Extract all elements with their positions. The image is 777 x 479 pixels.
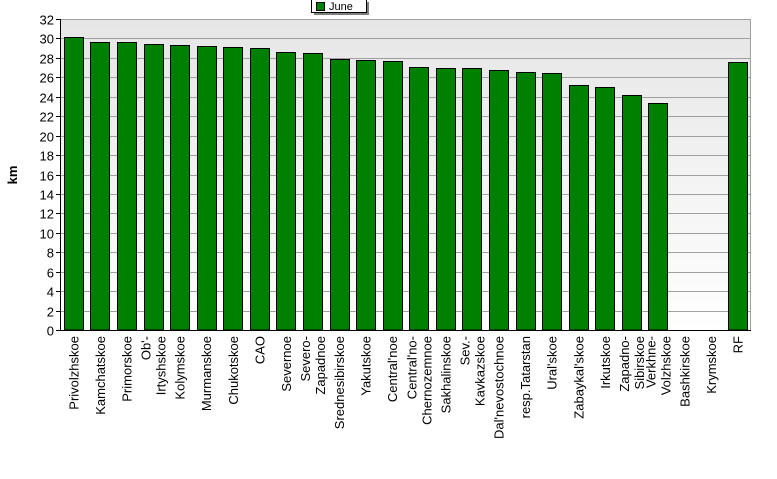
x-tick-label: Kavkazskoe bbox=[472, 336, 487, 406]
x-tick-label: Srednesibirskoe bbox=[332, 336, 347, 429]
bar-central-no-chernozemnoe bbox=[409, 67, 429, 331]
bar-srednesibirskoe bbox=[330, 59, 350, 331]
bar-severnoe bbox=[276, 52, 296, 331]
x-tick-label: Krymskoe bbox=[704, 336, 719, 394]
y-tick-label: 32 bbox=[40, 13, 54, 28]
x-tick-label: Ural'skoe bbox=[545, 336, 560, 390]
x-tick-label: Central'noe bbox=[385, 336, 400, 402]
x-tick-label: Sibirskoe bbox=[632, 336, 647, 389]
x-tick-label: Irtyshskoe bbox=[154, 336, 169, 395]
x-tick-label: Primorskoe bbox=[119, 336, 134, 402]
x-tick-label: Murmanskoe bbox=[199, 336, 214, 411]
x-tick-label: Kamchatskoe bbox=[93, 336, 108, 415]
y-axis-label: km bbox=[5, 166, 20, 185]
y-tick-label: 26 bbox=[40, 71, 54, 86]
bar-cao bbox=[250, 48, 270, 331]
y-tick-label: 20 bbox=[40, 130, 54, 145]
x-tick-label: Chernozemnoe bbox=[419, 336, 434, 425]
bar-central-noe bbox=[383, 61, 403, 331]
x-tick-label: Sakhalinskoe bbox=[438, 336, 453, 413]
bar-severo-zapadnoe bbox=[303, 53, 323, 331]
axes bbox=[60, 19, 751, 331]
bar-kolymskoe bbox=[170, 45, 190, 331]
x-tick-label: Zapadno- bbox=[617, 336, 632, 392]
x-tick-label: Severnoe bbox=[279, 336, 294, 392]
legend-swatch bbox=[316, 2, 325, 11]
x-tick-label: Ob'- bbox=[139, 336, 154, 360]
y-tick-label: 0 bbox=[47, 324, 54, 339]
y-tick-label: 6 bbox=[47, 266, 54, 281]
x-tick-label: Severo- bbox=[298, 336, 313, 382]
bar-privolzhskoe bbox=[64, 37, 84, 331]
x-tick-label: Chukotskoe bbox=[226, 336, 241, 405]
bar-ob-irtyshskoe bbox=[144, 44, 164, 331]
x-tick-label: Kolymskoe bbox=[173, 336, 188, 400]
y-tick-label: 28 bbox=[40, 52, 54, 67]
x-tick-label: Zabaykal'skoe bbox=[571, 336, 586, 419]
bar-sakhalinskoe bbox=[436, 68, 456, 331]
bar-yakutskoe bbox=[356, 60, 376, 331]
bar-sev-kavkazskoe bbox=[462, 68, 482, 331]
y-tick-label: 12 bbox=[40, 207, 54, 222]
y-tick-label: 16 bbox=[40, 169, 54, 184]
x-tick-label: Dal'nevostochnoe bbox=[492, 336, 507, 439]
bar-murmanskoe bbox=[197, 46, 217, 331]
x-tick-label: CAO bbox=[252, 336, 267, 364]
y-tick-label: 14 bbox=[40, 188, 54, 203]
bar-dal-nevostochnoe bbox=[489, 70, 509, 331]
bar-zabaykal-skoe bbox=[569, 85, 589, 331]
x-tick-label: Verkhne- bbox=[643, 336, 658, 388]
x-tick-label: Zapadnoe bbox=[313, 336, 328, 395]
x-tick-label: Central'no- bbox=[404, 336, 419, 399]
legend-box bbox=[311, 0, 367, 13]
bar-zapadno-sibirskoe bbox=[622, 95, 642, 331]
x-tick-label: Volzhskoe bbox=[658, 336, 673, 395]
y-tick-label: 2 bbox=[47, 305, 54, 320]
bar-irkutskoe bbox=[595, 87, 615, 331]
bars bbox=[64, 37, 748, 331]
bar-verkhne-volzhskoe bbox=[648, 103, 668, 331]
y-tick-label: 30 bbox=[40, 32, 54, 47]
x-tick-label: Privolzhskoe bbox=[66, 336, 81, 410]
bar-kamchatskoe bbox=[90, 42, 110, 331]
legend-label-june: June bbox=[329, 1, 353, 13]
legend: June bbox=[311, 0, 369, 15]
x-tick-label: Sev.- bbox=[457, 336, 472, 365]
x-tick-label: Yakutskoe bbox=[359, 336, 374, 396]
y-tick-label: 24 bbox=[40, 91, 54, 106]
y-tick-label: 8 bbox=[47, 246, 54, 261]
x-tick-label: RF bbox=[731, 336, 746, 353]
x-tick-labels: Privolzhskoe Kamchatskoe Primorskoe Ob'- Irt… bbox=[66, 336, 745, 439]
x-tick-label: Bashkirskoe bbox=[678, 336, 693, 407]
y-tick-label: 22 bbox=[40, 110, 54, 125]
bar-chukotskoe bbox=[223, 47, 243, 331]
x-tick-label: resp.Tatarstan bbox=[518, 336, 533, 418]
bar-ural-skoe bbox=[542, 73, 562, 331]
bar-rf bbox=[728, 62, 748, 331]
bar-resp-tatarstan bbox=[516, 72, 536, 331]
y-tick-label: 4 bbox=[47, 285, 54, 300]
bar-primorskoe bbox=[117, 42, 137, 331]
y-tick-label: 10 bbox=[40, 227, 54, 242]
x-tick-label: Irkutskoe bbox=[598, 336, 613, 389]
y-tick-label: 18 bbox=[40, 149, 54, 164]
